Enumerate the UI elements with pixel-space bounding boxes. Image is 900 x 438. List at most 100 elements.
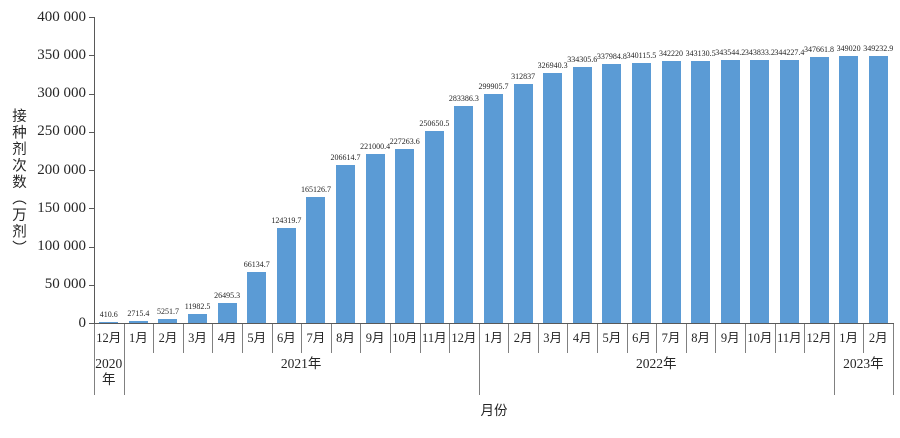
month-separator-line bbox=[537, 324, 539, 353]
bar-1月 bbox=[484, 94, 503, 323]
month-separator-line bbox=[745, 324, 747, 353]
bar-data-label: 343833.2 bbox=[744, 48, 775, 57]
y-tick-label: 50 000 bbox=[44, 276, 86, 293]
year-separator-line bbox=[123, 324, 125, 395]
bar-data-label: 343130.5 bbox=[685, 49, 716, 58]
month-separator-line bbox=[863, 324, 865, 353]
year-label: 2022年 bbox=[636, 356, 677, 371]
y-tick-mark bbox=[89, 17, 94, 18]
month-label: 6月 bbox=[632, 331, 651, 345]
bar-11月 bbox=[779, 60, 799, 323]
month-separator-line bbox=[685, 324, 687, 353]
month-separator-line bbox=[241, 324, 243, 353]
month-separator-line bbox=[389, 324, 391, 353]
bar-data-label: 26495.3 bbox=[214, 291, 241, 300]
bar-8月 bbox=[336, 165, 356, 323]
month-label: 1月 bbox=[839, 331, 858, 345]
bar-1月 bbox=[128, 321, 148, 323]
month-label: 4月 bbox=[572, 331, 592, 345]
bar-6月 bbox=[276, 228, 296, 323]
year-separator-line bbox=[893, 324, 894, 395]
y-tick-mark bbox=[89, 284, 94, 286]
y-tick-label: 0 bbox=[78, 314, 87, 331]
bar-10月 bbox=[750, 60, 770, 323]
bar-data-label: 283386.3 bbox=[448, 94, 479, 103]
y-tick-label: 150 000 bbox=[37, 199, 86, 216]
month-label: 5月 bbox=[247, 331, 267, 345]
month-label: 2月 bbox=[158, 331, 178, 345]
bar-data-label: 221000.4 bbox=[360, 142, 391, 151]
y-tick-label: 350 000 bbox=[37, 46, 86, 63]
y-tick-label: 200 000 bbox=[37, 161, 86, 178]
bar-4月 bbox=[217, 303, 237, 323]
bar-12月 bbox=[454, 106, 474, 323]
month-label: 12月 bbox=[806, 331, 832, 345]
month-label: 2月 bbox=[513, 331, 533, 345]
bar-data-label: 334305.6 bbox=[567, 55, 598, 64]
bar-3月 bbox=[543, 73, 563, 323]
month-separator-line bbox=[715, 324, 717, 353]
month-separator-line bbox=[301, 324, 303, 353]
y-axis-title: 接种剂次数（万剂） bbox=[10, 107, 26, 257]
bar-5月 bbox=[247, 272, 267, 323]
bar-4月 bbox=[572, 67, 592, 323]
month-label: 10月 bbox=[392, 331, 418, 345]
y-tick-mark bbox=[89, 246, 94, 248]
month-label: 9月 bbox=[720, 331, 740, 345]
month-label: 3月 bbox=[543, 331, 563, 345]
month-label: 9月 bbox=[365, 331, 385, 345]
month-separator-line bbox=[153, 324, 155, 353]
month-separator-line bbox=[271, 324, 273, 353]
y-axis-line bbox=[94, 17, 95, 323]
bar-data-label: 165126.7 bbox=[300, 185, 331, 194]
month-separator-line bbox=[626, 324, 628, 353]
bar-data-label: 349020 bbox=[836, 44, 861, 53]
bar-data-label: 343544.2 bbox=[715, 48, 746, 57]
month-separator-line bbox=[567, 324, 569, 353]
bar-12月 bbox=[809, 57, 829, 323]
bar-3月 bbox=[188, 314, 208, 323]
month-label: 2月 bbox=[868, 331, 888, 345]
month-label: 1月 bbox=[484, 331, 503, 345]
bar-data-label: 11982.5 bbox=[184, 302, 211, 311]
y-tick-label: 100 000 bbox=[37, 238, 86, 254]
month-label: 7月 bbox=[306, 331, 326, 345]
year-label: 2021年 bbox=[280, 356, 322, 371]
month-separator-line bbox=[360, 324, 362, 353]
bar-data-label: 66134.7 bbox=[243, 260, 270, 269]
bar-data-label: 312837 bbox=[511, 72, 536, 81]
bar-data-label: 344227.4 bbox=[774, 48, 805, 57]
bar-data-label: 326940.3 bbox=[537, 61, 568, 70]
y-tick-mark bbox=[89, 170, 94, 171]
month-label: 7月 bbox=[661, 331, 681, 345]
month-label: 4月 bbox=[217, 331, 237, 345]
bar-data-label: 250650.5 bbox=[419, 119, 450, 128]
y-tick-mark bbox=[89, 131, 94, 133]
y-tick-mark bbox=[89, 55, 94, 57]
bar-9月 bbox=[720, 60, 740, 323]
y-tick-mark bbox=[89, 323, 94, 324]
month-label: 6月 bbox=[276, 331, 296, 345]
month-separator-line bbox=[597, 324, 599, 353]
bar-9月 bbox=[365, 154, 385, 323]
bar-6月 bbox=[631, 63, 651, 323]
month-separator-line bbox=[656, 324, 658, 353]
year-separator-line bbox=[478, 324, 480, 395]
bar-8月 bbox=[691, 61, 711, 323]
x-axis-line bbox=[94, 323, 894, 324]
y-tick-mark bbox=[89, 208, 94, 210]
y-tick-label: 400 000 bbox=[37, 8, 86, 25]
bar-12月 bbox=[99, 322, 119, 323]
month-label: 12月 bbox=[96, 331, 122, 345]
month-separator-line bbox=[508, 324, 510, 353]
bar-7月 bbox=[306, 197, 326, 323]
bar-2月 bbox=[158, 319, 178, 323]
month-label: 8月 bbox=[336, 331, 355, 345]
bar-data-label: 124319.7 bbox=[271, 216, 302, 225]
month-label: 3月 bbox=[188, 331, 207, 345]
bar-data-label: 206614.7 bbox=[330, 153, 361, 162]
month-label: 5月 bbox=[602, 331, 622, 345]
bar-11月 bbox=[424, 131, 444, 323]
bar-1月 bbox=[839, 56, 859, 323]
